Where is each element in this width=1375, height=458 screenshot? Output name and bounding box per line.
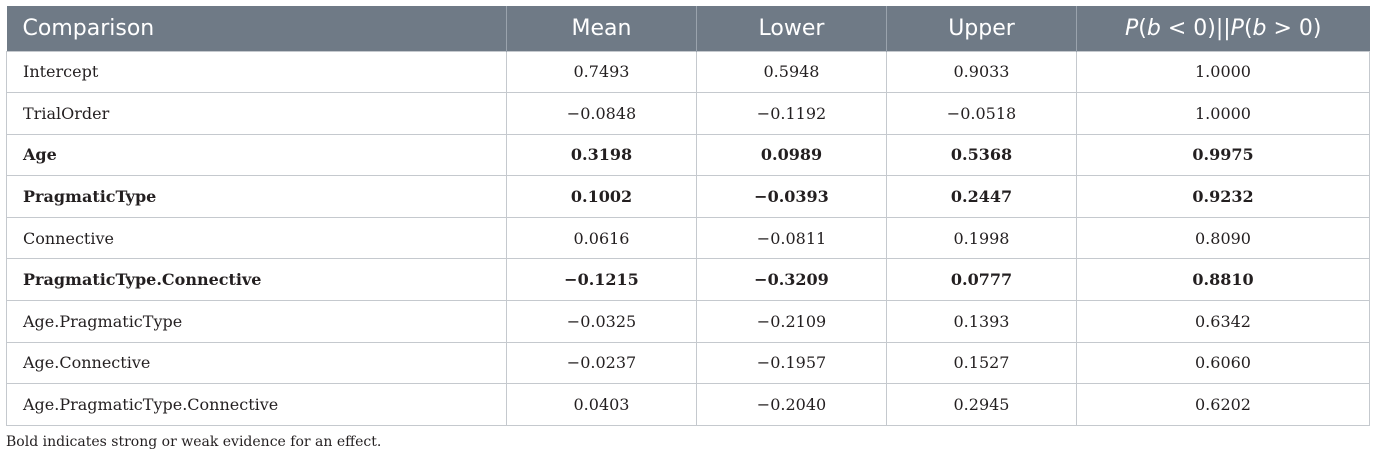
results-table-container: Comparison Mean Lower Upper P(b < 0)||P(…	[6, 6, 1370, 426]
cell-comparison: PragmaticType	[6, 175, 507, 218]
cell-mean: 0.1002	[506, 175, 697, 218]
table-footnote: Bold indicates strong or weak evidence f…	[6, 434, 382, 450]
header-lower: Lower	[696, 6, 887, 51]
cell-prob: 1.0000	[1076, 50, 1370, 94]
cell-prob: 0.8810	[1076, 258, 1370, 302]
table-header-row: Comparison Mean Lower Upper P(b < 0)||P(…	[6, 6, 1370, 51]
cell-upper: 0.1393	[886, 300, 1077, 343]
cell-upper: −0.0518	[886, 92, 1077, 135]
cell-prob: 0.9232	[1076, 175, 1370, 218]
table-row: TrialOrder −0.0848 −0.1192 −0.0518 1.0000	[6, 92, 1370, 135]
table-row: Age.PragmaticType −0.0325 −0.2109 0.1393 0.6…	[6, 300, 1370, 343]
table-body: Intercept 0.7493 0.5948 0.9033 1.0000 TrialOr…	[6, 50, 1370, 426]
cell-mean: 0.0616	[506, 216, 697, 260]
cell-mean: −0.0237	[506, 341, 697, 385]
cell-comparison: Age	[6, 133, 507, 177]
header-comparison: Comparison	[22, 15, 155, 41]
cell-comparison: PragmaticType.Connective	[6, 258, 507, 302]
cell-comparison: Intercept	[6, 50, 507, 94]
cell-comparison: Age.Connective	[6, 341, 507, 385]
table-row: PragmaticType 0.1002 −0.0393 0.2447 0.9232	[6, 175, 1370, 218]
table-row: Connective 0.0616 −0.0811 0.1998 0.8090	[6, 216, 1370, 260]
cell-upper: 0.2945	[886, 383, 1077, 426]
cell-prob: 0.6342	[1076, 300, 1370, 343]
cell-upper: 0.9033	[886, 50, 1077, 94]
table-row: Age.PragmaticType.Connective 0.0403 −0.204…	[6, 383, 1370, 426]
cell-prob: 0.6202	[1076, 383, 1370, 426]
cell-upper: 0.0777	[886, 258, 1077, 302]
cell-lower: −0.1957	[696, 341, 887, 385]
results-table: Comparison Mean Lower Upper P(b < 0)||P(…	[6, 6, 1370, 426]
cell-mean: 0.0403	[506, 383, 697, 426]
cell-lower: 0.0989	[696, 133, 887, 177]
cell-mean: 0.3198	[506, 133, 697, 177]
cell-comparison: TrialOrder	[6, 92, 507, 135]
cell-upper: 0.1998	[886, 216, 1077, 260]
table-row: Intercept 0.7493 0.5948 0.9033 1.0000	[6, 50, 1370, 94]
header-upper: Upper	[886, 6, 1077, 51]
cell-comparison: Connective	[6, 216, 507, 260]
cell-mean: −0.1215	[506, 258, 697, 302]
cell-lower: −0.0811	[696, 216, 887, 260]
cell-upper: 0.5368	[886, 133, 1077, 177]
cell-prob: 0.9975	[1076, 133, 1370, 177]
cell-mean: −0.0325	[506, 300, 697, 343]
cell-lower: −0.3209	[696, 258, 887, 302]
cell-prob: 0.8090	[1076, 216, 1370, 260]
header-probability: P(b < 0)||P(b > 0)	[1076, 6, 1370, 51]
cell-prob: 1.0000	[1076, 92, 1370, 135]
cell-mean: 0.7493	[506, 50, 697, 94]
cell-lower: −0.1192	[696, 92, 887, 135]
cell-lower: −0.2040	[696, 383, 887, 426]
cell-prob: 0.6060	[1076, 341, 1370, 385]
cell-comparison: Age.PragmaticType.Connective	[6, 383, 507, 426]
cell-lower: 0.5948	[696, 50, 887, 94]
cell-lower: −0.0393	[696, 175, 887, 218]
cell-mean: −0.0848	[506, 92, 697, 135]
cell-comparison: Age.PragmaticType	[6, 300, 507, 343]
table-row: PragmaticType.Connective −0.1215 −0.3209 0.…	[6, 258, 1370, 302]
cell-upper: 0.1527	[886, 341, 1077, 385]
table-row: Age.Connective −0.0237 −0.1957 0.1527 0.6060	[6, 341, 1370, 385]
table-row: Age 0.3198 0.0989 0.5368 0.9975	[6, 133, 1370, 177]
header-mean: Mean	[506, 6, 697, 51]
cell-lower: −0.2109	[696, 300, 887, 343]
cell-upper: 0.2447	[886, 175, 1077, 218]
